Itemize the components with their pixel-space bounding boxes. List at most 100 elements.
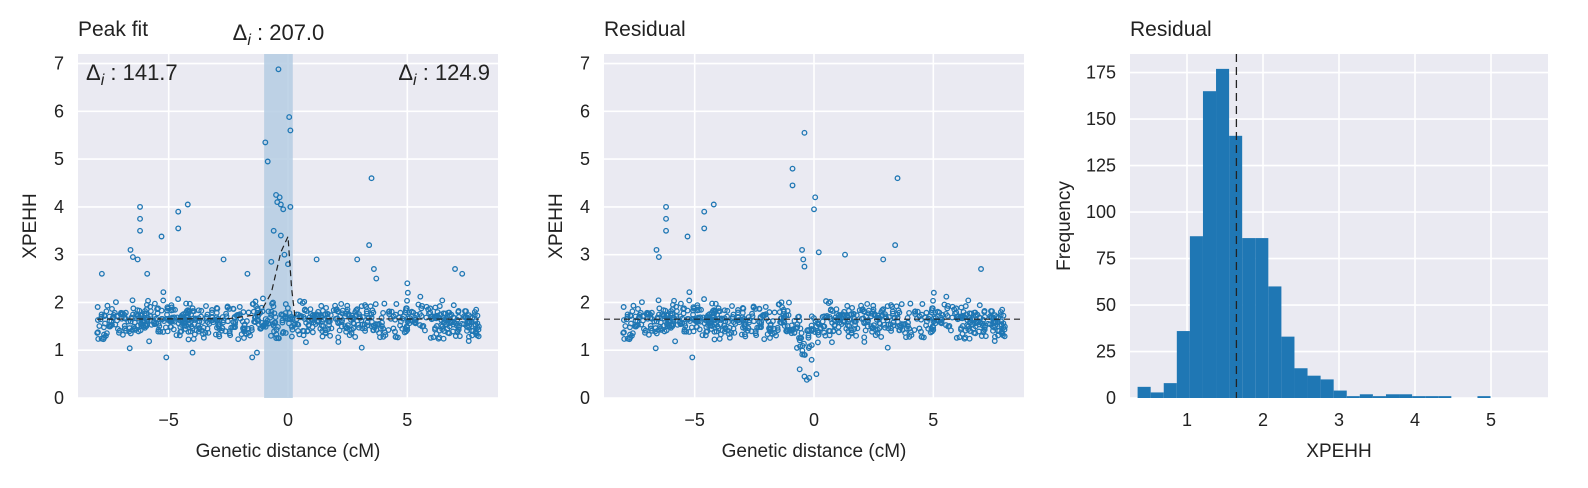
data-point (439, 297, 446, 304)
data-point (279, 319, 286, 326)
data-point (661, 311, 668, 318)
data-point (959, 330, 966, 337)
histogram-bar (1372, 396, 1386, 398)
data-point (645, 331, 652, 338)
data-point (146, 338, 153, 345)
data-point (932, 309, 939, 316)
data-point (963, 311, 970, 318)
x-tick-label: 2 (1258, 410, 1268, 430)
data-point (268, 258, 275, 265)
y-tick-label: 100 (1086, 202, 1116, 222)
data-point (185, 307, 191, 314)
data-point (826, 332, 833, 339)
data-point (96, 323, 103, 330)
data-point (874, 326, 881, 333)
data-point (404, 324, 411, 331)
histogram-bar (1216, 68, 1230, 399)
data-point (353, 307, 360, 314)
data-point (275, 335, 282, 342)
data-point (110, 311, 117, 318)
data-point (620, 317, 627, 324)
data-point (378, 315, 385, 321)
data-point (960, 312, 967, 319)
data-point (243, 318, 250, 325)
data-point (899, 327, 906, 333)
data-point (788, 330, 795, 337)
data-point (280, 206, 287, 213)
data-point (708, 326, 715, 332)
data-point (338, 300, 345, 307)
data-point (346, 332, 353, 339)
data-point (351, 320, 358, 327)
data-point (874, 316, 880, 323)
data-point (187, 328, 194, 335)
data-point (254, 349, 260, 356)
data-point (800, 256, 807, 263)
data-point (236, 303, 243, 310)
data-point (962, 303, 969, 310)
data-point (262, 316, 269, 322)
data-point (655, 297, 662, 304)
data-point (796, 337, 803, 344)
data-point (709, 300, 716, 307)
data-point (456, 333, 463, 340)
data-point (927, 329, 934, 336)
data-point (966, 335, 973, 342)
data-point (906, 333, 913, 340)
data-point (644, 309, 650, 316)
data-point (344, 302, 351, 309)
data-point (368, 175, 375, 182)
data-point (684, 307, 691, 314)
data-point (971, 329, 977, 336)
data-point (282, 301, 289, 308)
x-tick-label: 5 (928, 410, 938, 430)
y-tick-label: 2 (54, 292, 64, 312)
data-point (689, 354, 696, 361)
data-point (713, 328, 720, 335)
data-point (912, 308, 918, 315)
data-point (806, 374, 813, 381)
data-point (835, 324, 842, 330)
data-point (805, 334, 812, 341)
data-point (658, 327, 665, 333)
data-point (667, 310, 674, 317)
y-tick-label: 4 (580, 197, 590, 217)
y-tick-label: 0 (54, 388, 64, 408)
data-point (268, 332, 274, 339)
data-point (462, 308, 468, 314)
data-point (672, 338, 679, 345)
data-point (714, 311, 721, 318)
histogram-bar (1359, 394, 1373, 398)
data-point (815, 249, 822, 256)
data-point (845, 333, 852, 340)
x-tick-label: 0 (809, 410, 819, 430)
histogram-bar (1307, 375, 1321, 398)
histogram-bar (1438, 396, 1452, 398)
data-point (971, 309, 978, 316)
data-point (884, 344, 891, 351)
data-point (726, 324, 733, 331)
data-point (649, 327, 655, 334)
data-point (853, 332, 860, 339)
data-point (145, 314, 152, 321)
data-point (1001, 333, 1008, 340)
data-point (220, 256, 227, 263)
data-point (705, 312, 711, 319)
data-point (95, 336, 102, 342)
data-point (475, 326, 482, 333)
data-point (988, 308, 994, 314)
data-point (705, 322, 711, 329)
data-point (474, 312, 481, 319)
data-point (788, 322, 795, 329)
data-point (898, 301, 905, 308)
data-point (101, 313, 108, 319)
data-point (393, 301, 400, 307)
x-tick-label: 4 (1410, 410, 1420, 430)
data-point (823, 298, 829, 305)
data-point (892, 242, 899, 249)
data-point (735, 307, 741, 313)
data-point (783, 312, 790, 319)
data-point (652, 345, 659, 352)
histogram-bar (1189, 236, 1203, 398)
data-point (265, 320, 272, 327)
